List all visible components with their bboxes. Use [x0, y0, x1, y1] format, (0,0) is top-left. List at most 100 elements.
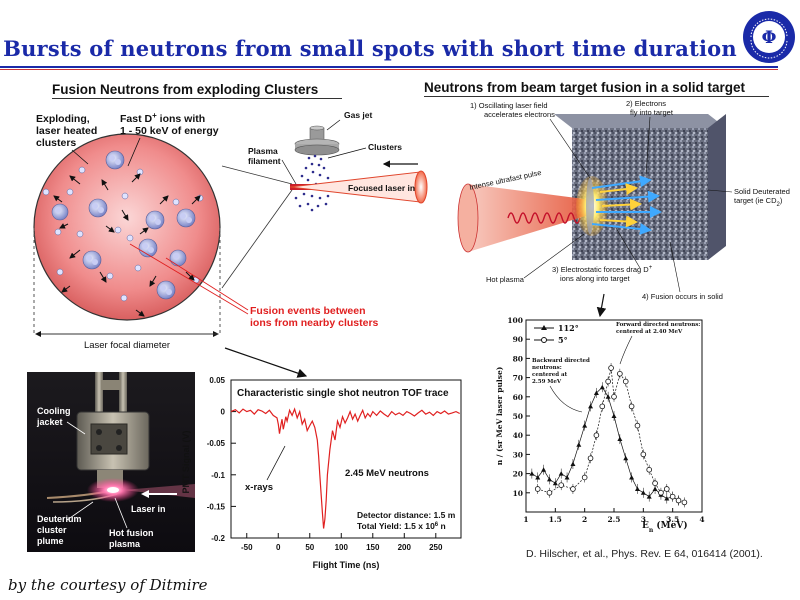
spectrum-xtick-label: 1 [523, 515, 528, 524]
fusion-pointer-1 [165, 257, 249, 311]
tof-neutron-label: 2.45 MeV neutrons [345, 468, 429, 479]
forward-note-2: centered at 2.40 MeV [616, 329, 683, 335]
backward-note-1: Backward directed [532, 358, 590, 364]
laser-wave [507, 212, 581, 224]
plasma-filament-label-1: Plasma [248, 146, 278, 156]
backward-note-4: 2.59 MeV [532, 379, 562, 385]
tof-xtick-label: 200 [398, 543, 412, 552]
tof-x-label: Flight Time (ns) [313, 560, 380, 570]
step2-label-2: fly into target [630, 108, 674, 117]
spectrum-point-5 [593, 432, 600, 438]
cooling-label-2: jacket [36, 417, 63, 427]
spectrum-point-5 [587, 455, 594, 462]
tof-ytick-label: -0.1 [211, 471, 225, 480]
spectrum-ytick-label: 20 [513, 470, 523, 479]
step1-label-1: 1) Oscillating laser field [470, 101, 548, 110]
cluster [105, 150, 125, 170]
spectrum-point-5 [675, 497, 682, 504]
spectrum-point-112 [640, 490, 646, 495]
left-subtitle-underline [52, 98, 342, 99]
neutron-spectrum-chart: 10 20 30 40 50 60 70 80 90 100 1 1.5 2 2.5 3 3.5 4 n / … [495, 316, 705, 534]
spectrum-xtick-label: 4 [699, 515, 704, 524]
tof-detector-label: Detector distance: 1.5 m [357, 510, 456, 520]
cluster [51, 203, 69, 221]
cluster-diagram: Laser focal diameter Exploding, laser he… [33, 110, 428, 351]
tof-ytick-label: 0 [221, 408, 226, 417]
clusters-label: Clusters [368, 142, 402, 152]
backward-note-2: neutrons: [532, 365, 562, 371]
spectrum-point-112 [646, 494, 652, 499]
title-divider [0, 66, 778, 68]
spectrum-ytick-label: 10 [513, 489, 523, 498]
target-block-top [554, 114, 726, 128]
svg-text:Φ: Φ [762, 28, 777, 48]
tof-xtick-label: 0 [276, 543, 281, 552]
spectrum-point-5 [605, 378, 611, 385]
spectrum-point-112 [593, 390, 599, 395]
backward-note-3: centered at [532, 372, 568, 378]
experiment-photo: Cooling jacket Laser in Deuterium cluste… [27, 372, 195, 552]
solid-target-label-1: Solid Deuterated [734, 187, 790, 196]
step1-label-2: accelerates electrons [484, 110, 555, 119]
spectrum-xtick-label: 3.5 [666, 515, 679, 524]
spectrum-point-112 [611, 413, 617, 418]
spectrum-point-5 [681, 499, 688, 506]
tof-xtick-label: 100 [335, 543, 349, 552]
spectrum-ytick-label: 90 [513, 335, 523, 344]
spectrum-legend: 112° 5° [534, 323, 579, 345]
spectrum-point-112 [617, 436, 623, 442]
step2-label-1: 2) Electrons [626, 99, 666, 108]
cluster [176, 208, 196, 228]
spectrum-point-5 [622, 378, 629, 385]
right-subtitle-underline [424, 96, 769, 97]
spectrum-point-112 [570, 461, 576, 466]
solid-target-label-2: target (ie CD2) [734, 196, 783, 208]
fusion-events-label-1: Fusion events between [250, 305, 366, 317]
spectrum-ytick-label: 40 [513, 431, 523, 440]
credit-line: by the courtesy of Ditmire [8, 576, 208, 594]
spectrum-point-112 [535, 474, 541, 480]
tof-yield-label: Total Yield: 1.5 x 106 n [357, 521, 446, 531]
pulse-label: Intense ultrafast pulse [469, 168, 543, 192]
exploding-label-1: Exploding, [36, 113, 90, 125]
spectrum-point-112 [629, 474, 635, 480]
gas-jet-icon [294, 125, 340, 156]
backward-pointer [549, 385, 583, 413]
cluster [88, 198, 108, 218]
spectrum-point-5 [608, 365, 614, 371]
plume-label-3: plume [37, 536, 64, 546]
legend-marker-triangle [541, 325, 547, 330]
cluster [82, 250, 102, 270]
plume-label-2: cluster [37, 525, 67, 535]
step3-label-1: 3) Electrostatic forces drag D+ [552, 265, 653, 274]
tof-y-label: PMT Signal (V) [181, 430, 191, 493]
spectrum-point-112 [605, 394, 611, 399]
tof-xray-label: x-rays [245, 482, 273, 493]
cluster [145, 210, 165, 230]
spectrum-point-5 [669, 493, 676, 500]
spectrum-ytick-label: 80 [513, 354, 523, 363]
spectrum-point-112 [541, 467, 547, 472]
clusters-group [51, 150, 196, 300]
laser-focus-sphere [33, 133, 221, 321]
institute-logo-icon: Φ [743, 11, 795, 63]
spectrum-point-112 [552, 480, 558, 486]
spectrum-point-5 [558, 482, 564, 488]
ion-arrows [53, 173, 201, 317]
zoom-line-bottom [221, 189, 293, 289]
tof-plot-frame [230, 379, 462, 539]
title-divider-accent [0, 69, 778, 70]
laser-lens-icon [414, 170, 428, 204]
spectrum-ytick-label: 30 [513, 450, 523, 459]
page-title: Bursts of neutrons from small spots with… [3, 36, 737, 61]
plasma-filament-label-2: filament [248, 156, 281, 166]
cluster [169, 249, 187, 267]
zoom-line-top [221, 165, 293, 185]
hot-plasma-label: Hot plasma [486, 275, 525, 284]
ion-arrows [599, 183, 642, 228]
hot-plasma-label-2: plasma [109, 539, 141, 549]
fusion-pointer-2 [129, 243, 249, 315]
laser-in-label: Laser in [131, 504, 166, 514]
spectrum-point-5 [534, 486, 541, 492]
step3-label-2: ions along into target [560, 274, 631, 283]
